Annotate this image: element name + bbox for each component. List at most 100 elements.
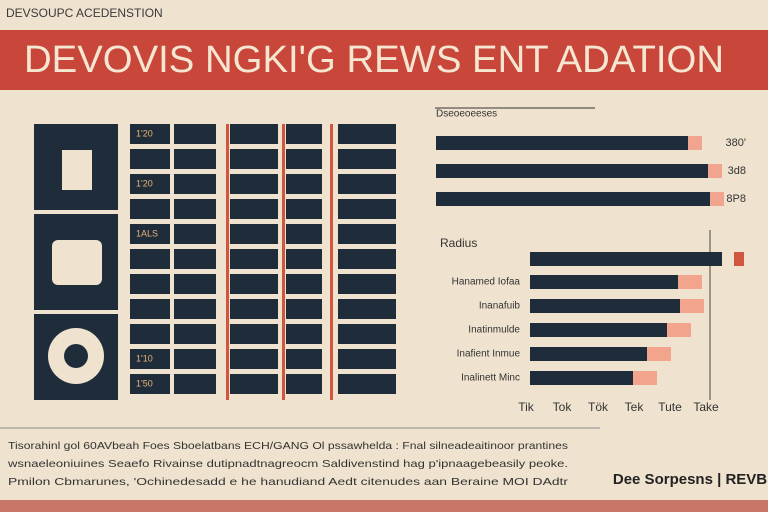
table-cell <box>286 124 322 144</box>
table-cell <box>286 249 322 269</box>
bar-tip <box>667 323 691 337</box>
table-cell <box>338 249 396 269</box>
table-cell <box>338 174 396 194</box>
title: DEVOVIS NGKI'G REWS ENT ADATION <box>24 39 724 81</box>
icon-person <box>52 240 102 285</box>
bar <box>530 252 722 266</box>
table-cell <box>286 174 322 194</box>
table-cell <box>130 124 170 144</box>
table-cell <box>338 124 396 144</box>
axis-label: Tik <box>518 400 535 414</box>
table-cell <box>338 349 396 369</box>
table-cell <box>130 324 170 344</box>
table-cell <box>230 374 278 394</box>
bar-label: Inalinett Minc <box>461 373 520 384</box>
axis-label: Tök <box>588 400 609 414</box>
table-cell <box>174 374 216 394</box>
table-cell <box>174 299 216 319</box>
table-cell <box>230 274 278 294</box>
table-cell <box>130 199 170 219</box>
bar-tip <box>734 252 744 266</box>
bar-label: Inanafuib <box>479 301 521 312</box>
bar-tip <box>688 136 702 150</box>
icon-wheel-hub <box>64 344 88 368</box>
table-cell <box>130 149 170 169</box>
row-label: 1'20 <box>136 128 153 138</box>
bar-label: Hanamed Iofaa <box>452 277 521 288</box>
table-cell <box>230 324 278 344</box>
bar-label: Inafient Inmue <box>457 349 521 360</box>
table-cell <box>286 299 322 319</box>
table-cell <box>174 149 216 169</box>
table-cell <box>230 124 278 144</box>
divider <box>34 210 118 214</box>
bar-tip <box>633 371 657 385</box>
table-cell <box>338 149 396 169</box>
bar <box>530 299 680 313</box>
bar <box>436 136 688 150</box>
divider <box>34 310 118 314</box>
bar-tip <box>710 192 724 206</box>
table-cell <box>338 274 396 294</box>
bar-tip <box>680 299 704 313</box>
table-cell <box>174 199 216 219</box>
table-cell <box>230 199 278 219</box>
brand: Dee Sorpesns | REVB <box>613 471 767 488</box>
axis-label: Tek <box>625 400 645 414</box>
bar <box>530 323 667 337</box>
table-cell <box>130 174 170 194</box>
table-cell <box>286 274 322 294</box>
axis-label: Take <box>693 400 719 414</box>
table-cell <box>230 299 278 319</box>
kicker: DEVSOUPC ACEDENSTION <box>6 6 163 20</box>
bar-label: Inatinmulde <box>468 325 520 336</box>
accent-line <box>330 124 333 400</box>
table-cell <box>174 224 216 244</box>
table-cell <box>230 174 278 194</box>
bar <box>436 164 708 178</box>
table-cell <box>286 199 322 219</box>
table-cell <box>338 199 396 219</box>
table-cell <box>338 299 396 319</box>
table-cell <box>174 274 216 294</box>
banner <box>0 30 768 90</box>
row-label: 1'20 <box>136 178 153 188</box>
accent-line <box>226 124 229 400</box>
table-cell <box>174 124 216 144</box>
bar <box>530 275 678 289</box>
table-cell <box>174 249 216 269</box>
table-cell <box>286 374 322 394</box>
row-label: 1'50 <box>136 378 153 388</box>
table-cell <box>130 274 170 294</box>
table-cell <box>286 324 322 344</box>
table-cell <box>230 149 278 169</box>
top-chart-title: Dseoeoeeses <box>436 109 497 120</box>
table-cell <box>286 349 322 369</box>
table-cell <box>130 224 170 244</box>
bar <box>436 192 710 206</box>
table-cell <box>130 374 170 394</box>
axis-label: Tok <box>553 400 573 414</box>
table-cell <box>286 149 322 169</box>
table-cell <box>286 224 322 244</box>
footer-text: Pmilon Cbmarunes, 'Ochinedesadd e he han… <box>8 476 569 488</box>
table-cell <box>338 224 396 244</box>
table-cell <box>130 299 170 319</box>
footer-text: Tisorahinl gol 60AVbeah Foes Sboelatbans… <box>8 440 568 452</box>
bar-tip <box>678 275 702 289</box>
table-cell <box>130 249 170 269</box>
icon-document <box>62 150 92 190</box>
table-cell <box>230 249 278 269</box>
table-cell <box>338 324 396 344</box>
row-label: 1'10 <box>136 353 153 363</box>
table-cell <box>338 374 396 394</box>
table-cell <box>174 324 216 344</box>
bottom-chart-title: Radius <box>440 236 477 250</box>
bar-tip <box>708 164 722 178</box>
bar-tip <box>647 347 671 361</box>
table-cell <box>130 349 170 369</box>
table-cell <box>230 224 278 244</box>
table-cell <box>230 349 278 369</box>
bottom-strip <box>0 500 768 512</box>
